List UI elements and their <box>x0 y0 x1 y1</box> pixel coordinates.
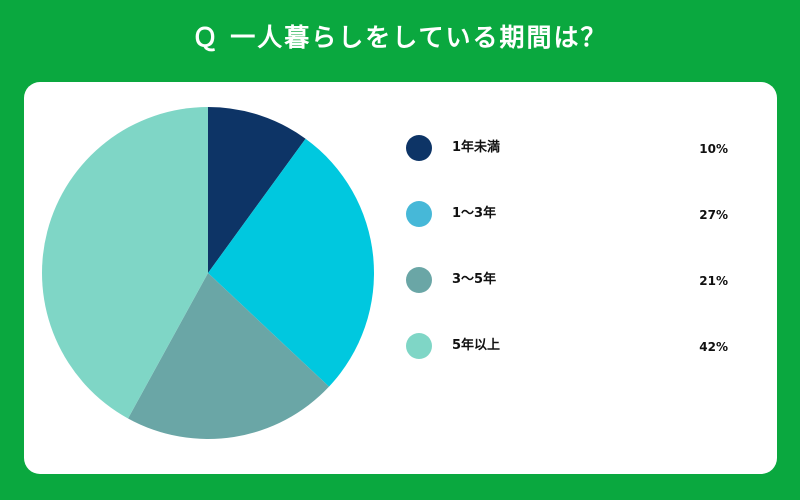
pie-chart <box>42 107 374 439</box>
legend-swatch <box>406 135 432 161</box>
legend-label: 1年未満 <box>452 140 501 155</box>
pie-slice <box>42 107 208 419</box>
legend-value: 27% <box>699 208 728 222</box>
pie-slice <box>208 138 374 387</box>
page-title: Ｑ 一人暮らしをしている期間は？ <box>192 23 608 52</box>
legend-value: 42% <box>699 340 728 354</box>
legend-label: 3〜5年 <box>452 272 497 287</box>
pie-slice <box>128 273 330 439</box>
legend-item: 3〜5年 21% <box>404 260 744 326</box>
pie-slice <box>208 107 306 273</box>
legend-label: 5年以上 <box>452 338 501 353</box>
legend-item: 1年未満 10% <box>404 128 744 194</box>
legend-value: 10% <box>699 142 728 156</box>
legend-label: 1〜3年 <box>452 206 497 221</box>
legend-item: 1〜3年 27% <box>404 194 744 260</box>
legend-swatch <box>406 267 432 293</box>
legend-item: 5年以上 42% <box>404 326 744 392</box>
legend-value: 21% <box>699 274 728 288</box>
legend-swatch <box>406 333 432 359</box>
legend-swatch <box>406 201 432 227</box>
legend: 1年未満 10% 1〜3年 27% 3〜5年 21% 5年以上 42% <box>404 128 744 392</box>
